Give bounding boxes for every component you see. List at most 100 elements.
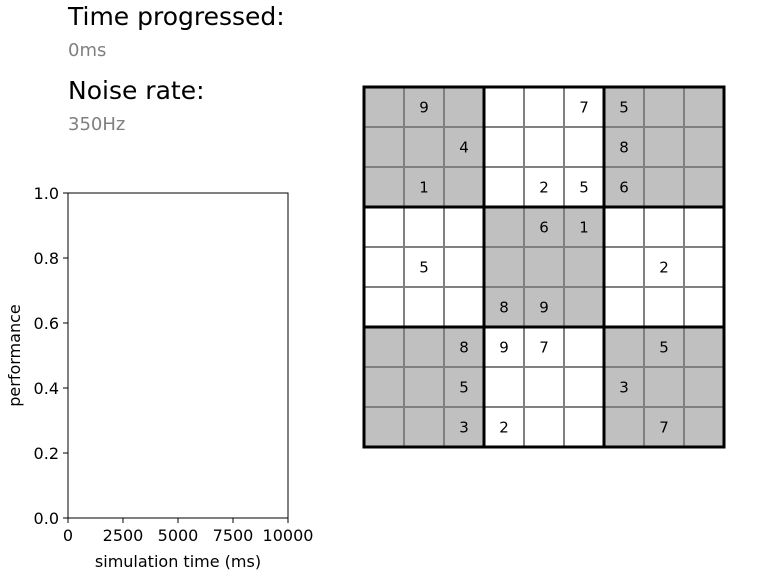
sudoku-cell	[684, 127, 724, 167]
sudoku-cell	[444, 167, 484, 207]
sudoku-digit: 3	[619, 379, 629, 397]
sudoku-cell	[604, 247, 644, 287]
sudoku-cell	[484, 327, 524, 367]
sudoku-cell	[444, 367, 484, 407]
sudoku-cell	[444, 327, 484, 367]
sudoku-cell	[684, 287, 724, 327]
sudoku-cell	[484, 87, 524, 127]
sudoku-cell	[404, 87, 444, 127]
x-tick-label: 2500	[103, 526, 144, 545]
sudoku-digit: 2	[539, 179, 549, 197]
sudoku-digit: 3	[459, 419, 469, 437]
sudoku-cell	[524, 87, 564, 127]
y-tick-label: 0.2	[34, 444, 59, 463]
sudoku-cell	[404, 207, 444, 247]
sudoku-digit: 2	[659, 259, 669, 277]
sudoku-cell	[364, 287, 404, 327]
sudoku-cell	[604, 127, 644, 167]
sudoku-digit: 6	[539, 219, 549, 237]
sudoku-cell	[364, 247, 404, 287]
sudoku-cell	[364, 167, 404, 207]
sudoku-cell	[604, 327, 644, 367]
x-tick-label: 0	[63, 526, 73, 545]
sudoku-cell	[564, 207, 604, 247]
x-tick-label: 5000	[158, 526, 199, 545]
sudoku-cell	[524, 167, 564, 207]
sudoku-cell	[564, 287, 604, 327]
sudoku-cell	[484, 407, 524, 447]
sudoku-cell	[524, 247, 564, 287]
sudoku-digit: 8	[459, 339, 469, 357]
sudoku-cell	[404, 407, 444, 447]
sudoku-cell	[484, 247, 524, 287]
sudoku-cell	[564, 127, 604, 167]
sudoku-cell	[684, 327, 724, 367]
sudoku-cell	[364, 327, 404, 367]
sudoku-cell	[644, 247, 684, 287]
sudoku-cell	[404, 167, 444, 207]
sudoku-cell	[644, 367, 684, 407]
sudoku-digit: 1	[579, 219, 589, 237]
sudoku-digit: 9	[419, 99, 429, 117]
sudoku-cell	[444, 407, 484, 447]
time-progressed-value: 0ms	[68, 40, 107, 61]
sudoku-cell	[604, 87, 644, 127]
sudoku-cell	[404, 127, 444, 167]
x-axis-label: simulation time (ms)	[95, 552, 261, 571]
y-axis-label: performance	[5, 304, 24, 406]
sudoku-cell	[684, 207, 724, 247]
sudoku-cell	[644, 287, 684, 327]
sudoku-cell	[644, 207, 684, 247]
sudoku-digit: 5	[659, 339, 669, 357]
sudoku-digit: 9	[539, 299, 549, 317]
sudoku-cell	[524, 367, 564, 407]
sudoku-cell	[444, 207, 484, 247]
noise-rate-label: Noise rate:	[68, 76, 205, 105]
sudoku-cell	[524, 287, 564, 327]
y-tick-label: 0.8	[34, 249, 59, 268]
sudoku-cell	[404, 327, 444, 367]
sudoku-cell	[564, 407, 604, 447]
sudoku-cell	[644, 167, 684, 207]
sudoku-cell	[404, 247, 444, 287]
sudoku-cell	[604, 207, 644, 247]
y-tick-label: 0.4	[34, 379, 59, 398]
sudoku-cell	[644, 327, 684, 367]
sudoku-cell	[604, 407, 644, 447]
sudoku-digit: 7	[659, 419, 669, 437]
sudoku-cell	[484, 167, 524, 207]
sudoku-cell	[684, 247, 724, 287]
noise-rate-value: 350Hz	[68, 114, 126, 135]
sudoku-cell	[684, 87, 724, 127]
y-tick-label: 0.6	[34, 314, 59, 333]
sudoku-digit: 1	[419, 179, 429, 197]
sudoku-cell	[644, 407, 684, 447]
sudoku-cell	[644, 87, 684, 127]
sudoku-cell	[364, 87, 404, 127]
sudoku-cell	[524, 127, 564, 167]
sudoku-digit: 5	[579, 179, 589, 197]
sudoku-cell	[484, 207, 524, 247]
sudoku-grid: 9 7 54 81 2 5 66 15 28 98 9 7 55 33 2 7	[362, 85, 726, 449]
sudoku-cell	[564, 167, 604, 207]
sudoku-cell	[364, 367, 404, 407]
y-tick-label: 1.0	[34, 184, 59, 203]
sudoku-cell	[444, 247, 484, 287]
sudoku-digit: 6	[619, 179, 629, 197]
sudoku-cell	[564, 247, 604, 287]
sudoku-cell	[524, 407, 564, 447]
sudoku-cell	[484, 367, 524, 407]
sudoku-cell	[684, 367, 724, 407]
sudoku-cell	[444, 287, 484, 327]
sudoku-cell	[364, 127, 404, 167]
sudoku-cell	[524, 207, 564, 247]
sudoku-cell	[484, 287, 524, 327]
sudoku-cell	[524, 327, 564, 367]
sudoku-cell	[564, 327, 604, 367]
sudoku-cell	[564, 87, 604, 127]
sudoku-cell	[364, 407, 404, 447]
sudoku-cell	[604, 367, 644, 407]
sudoku-cell	[604, 167, 644, 207]
sudoku-cell	[404, 367, 444, 407]
